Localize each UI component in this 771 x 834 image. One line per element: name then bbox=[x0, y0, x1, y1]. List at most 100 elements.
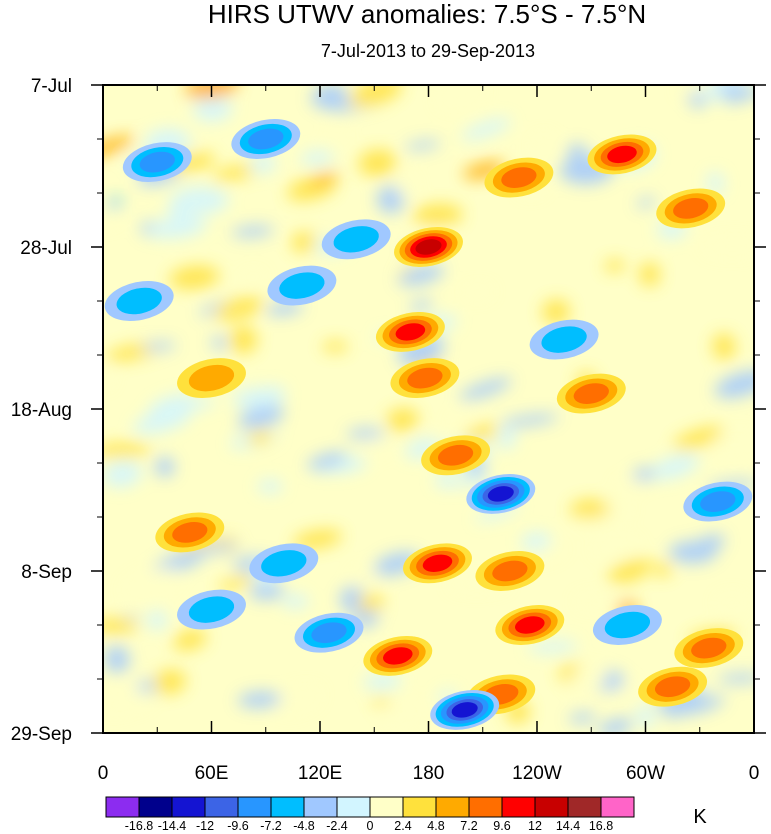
colorbar-label: 9.6 bbox=[493, 819, 510, 833]
texture-blob bbox=[386, 408, 419, 432]
y-tick-label: 29-Sep bbox=[11, 724, 72, 745]
texture-blob bbox=[310, 172, 339, 186]
texture-blob bbox=[282, 594, 310, 609]
texture-blob bbox=[711, 432, 754, 457]
texture-blob bbox=[322, 341, 348, 353]
texture-blob bbox=[173, 629, 207, 651]
anomaly-contour bbox=[691, 637, 727, 659]
anomaly-contour bbox=[279, 272, 325, 299]
colorbar-unit: K bbox=[693, 806, 707, 828]
texture-blob bbox=[463, 286, 492, 298]
texture-blob bbox=[608, 559, 653, 584]
anomaly-feature bbox=[375, 311, 445, 352]
texture-blob bbox=[169, 265, 220, 290]
colorbar-label: 14.4 bbox=[556, 819, 580, 833]
texture-blob bbox=[193, 96, 233, 122]
anomaly-feature bbox=[394, 227, 463, 267]
texture-blob bbox=[636, 197, 656, 208]
chart-subtitle: 7-Jul-2013 to 29-Sep-2013 bbox=[321, 41, 535, 61]
texture-blob bbox=[153, 669, 186, 694]
texture-blob bbox=[358, 149, 397, 177]
anomaly-feature bbox=[267, 265, 337, 306]
colorbar-label: -12 bbox=[196, 819, 214, 833]
anomaly-feature bbox=[466, 473, 536, 514]
texture-blob bbox=[103, 443, 151, 458]
anomaly-feature bbox=[430, 689, 500, 730]
anomaly-feature bbox=[390, 358, 460, 399]
texture-blob bbox=[435, 472, 458, 489]
texture-blob bbox=[542, 299, 570, 324]
colorbar-swatch bbox=[270, 796, 305, 818]
texture-blob bbox=[106, 198, 123, 209]
texture-blob bbox=[654, 562, 672, 577]
colorbar-swatch bbox=[171, 796, 206, 818]
texture-blob bbox=[351, 567, 378, 586]
texture-blob bbox=[532, 134, 555, 159]
texture-blob bbox=[293, 529, 342, 549]
texture-blob bbox=[231, 225, 275, 238]
anomaly-contour bbox=[188, 596, 235, 623]
texture-blob bbox=[103, 700, 134, 713]
texture-blob bbox=[639, 262, 660, 287]
anomaly-contour bbox=[383, 647, 413, 665]
colorbar-swatch bbox=[204, 796, 239, 818]
texture-blob bbox=[568, 712, 596, 724]
colorbar-label: 2.4 bbox=[394, 819, 411, 833]
anomaly-contour bbox=[261, 550, 307, 577]
anomaly-contour bbox=[501, 167, 537, 188]
texture-blob bbox=[453, 475, 490, 487]
anomaly-contour bbox=[541, 326, 587, 353]
anomaly-feature bbox=[421, 435, 491, 476]
chart-title: HIRS UTWV anomalies: 7.5°S - 7.5°N bbox=[208, 0, 646, 29]
anomaly-contour bbox=[116, 287, 162, 315]
colorbar: -16.8 -14.4 -12 -9.6 -7.2 -4.8 -2.4 0 2.4 4.8 7.2 9… bbox=[105, 796, 635, 833]
anomaly-contour bbox=[333, 226, 379, 253]
texture-blob bbox=[650, 454, 700, 480]
anomaly-feature bbox=[592, 605, 662, 645]
texture-blob bbox=[249, 582, 285, 600]
colorbar-swatch bbox=[435, 796, 470, 818]
anomaly-contour bbox=[139, 151, 175, 173]
texture-blob bbox=[133, 409, 191, 435]
texture-blob bbox=[103, 135, 135, 159]
colorbar-swatch bbox=[237, 796, 272, 818]
texture-blob bbox=[123, 567, 180, 599]
x-tick-label: 120E bbox=[298, 763, 342, 784]
anomaly-contour bbox=[451, 702, 478, 718]
colorbar-swatch bbox=[501, 796, 536, 818]
texture-blob bbox=[363, 673, 402, 690]
y-tick-label: 8-Sep bbox=[21, 562, 72, 583]
colorbar-label: 4.8 bbox=[427, 819, 444, 833]
anomaly-feature bbox=[177, 589, 246, 630]
anomaly-feature bbox=[294, 612, 364, 653]
colorbar-label: -2.4 bbox=[326, 819, 348, 833]
texture-blob bbox=[275, 686, 320, 713]
colorbar-swatch bbox=[567, 796, 602, 818]
anomaly-feature bbox=[249, 543, 319, 584]
texture-blob bbox=[142, 342, 177, 351]
anomaly-contour bbox=[492, 560, 528, 582]
anomaly-feature bbox=[638, 666, 708, 707]
texture-blob bbox=[237, 691, 282, 708]
texture-blob bbox=[718, 85, 746, 96]
x-tick-label: 180 bbox=[413, 763, 445, 784]
texture-blob bbox=[724, 86, 754, 104]
anomaly-feature bbox=[231, 119, 301, 159]
plot-area bbox=[103, 85, 754, 733]
anomaly-feature bbox=[484, 157, 554, 198]
y-tick-label: 18-Aug bbox=[11, 400, 72, 421]
texture-blob bbox=[398, 265, 445, 286]
texture-blob bbox=[717, 594, 747, 611]
texture-blob bbox=[218, 575, 256, 590]
anomaly-feature bbox=[321, 219, 391, 260]
texture-blob bbox=[213, 297, 265, 320]
texture-blob bbox=[376, 185, 405, 214]
anomaly-contour bbox=[604, 611, 651, 639]
texture-blob bbox=[707, 172, 724, 194]
texture-blob bbox=[241, 272, 265, 282]
anomaly-contour bbox=[415, 239, 442, 255]
colorbar-swatch bbox=[105, 796, 140, 818]
texture-blob bbox=[497, 426, 516, 450]
anomaly-contour bbox=[487, 486, 514, 502]
